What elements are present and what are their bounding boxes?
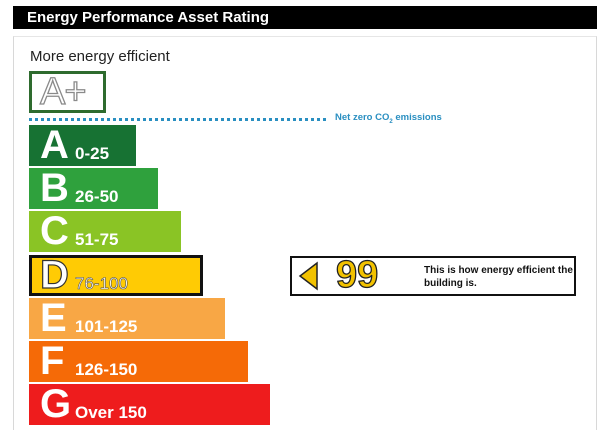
band-range: 51-75	[75, 230, 119, 249]
band-range: 76-100	[75, 274, 129, 294]
rating-frame	[13, 36, 597, 430]
band-c: C 51-75	[29, 209, 181, 253]
band-letter: B	[40, 166, 69, 210]
band-g: G Over 150	[29, 382, 270, 426]
band-letter: C	[40, 209, 69, 253]
band-letter: F	[40, 339, 65, 383]
band-letter: D	[39, 252, 69, 297]
band-letter: G	[40, 382, 72, 426]
band-letter: A	[40, 123, 69, 167]
band-d: D 76-100	[29, 252, 203, 298]
page-title: Energy Performance Asset Rating	[13, 6, 597, 29]
band-range: Over 150	[75, 403, 147, 422]
band-f: F 126-150	[29, 339, 248, 383]
net-zero-dotted-line	[29, 118, 326, 121]
net-zero-label: Net zero CO2 emissions	[335, 112, 442, 125]
band-a: A 0-25	[29, 123, 136, 167]
rating-note: This is how energy efficient the buildin…	[424, 265, 573, 289]
rating-value: 99	[335, 253, 379, 296]
aplus-label: A+	[39, 70, 87, 113]
band-range: 0-25	[75, 144, 110, 163]
rating-pointer: 99 This is how energy efficient the buil…	[290, 253, 576, 297]
band-letter: E	[40, 296, 67, 340]
aplus-band: A+	[29, 70, 106, 114]
band-range: 101-125	[75, 317, 138, 336]
band-e: E 101-125	[29, 296, 225, 340]
band-range: 26-50	[75, 187, 119, 206]
more-efficient-label: More energy efficient	[30, 48, 170, 65]
band-b: B 26-50	[29, 166, 158, 210]
pointer-arrow-icon	[298, 261, 318, 291]
band-range: 126-150	[75, 360, 138, 379]
